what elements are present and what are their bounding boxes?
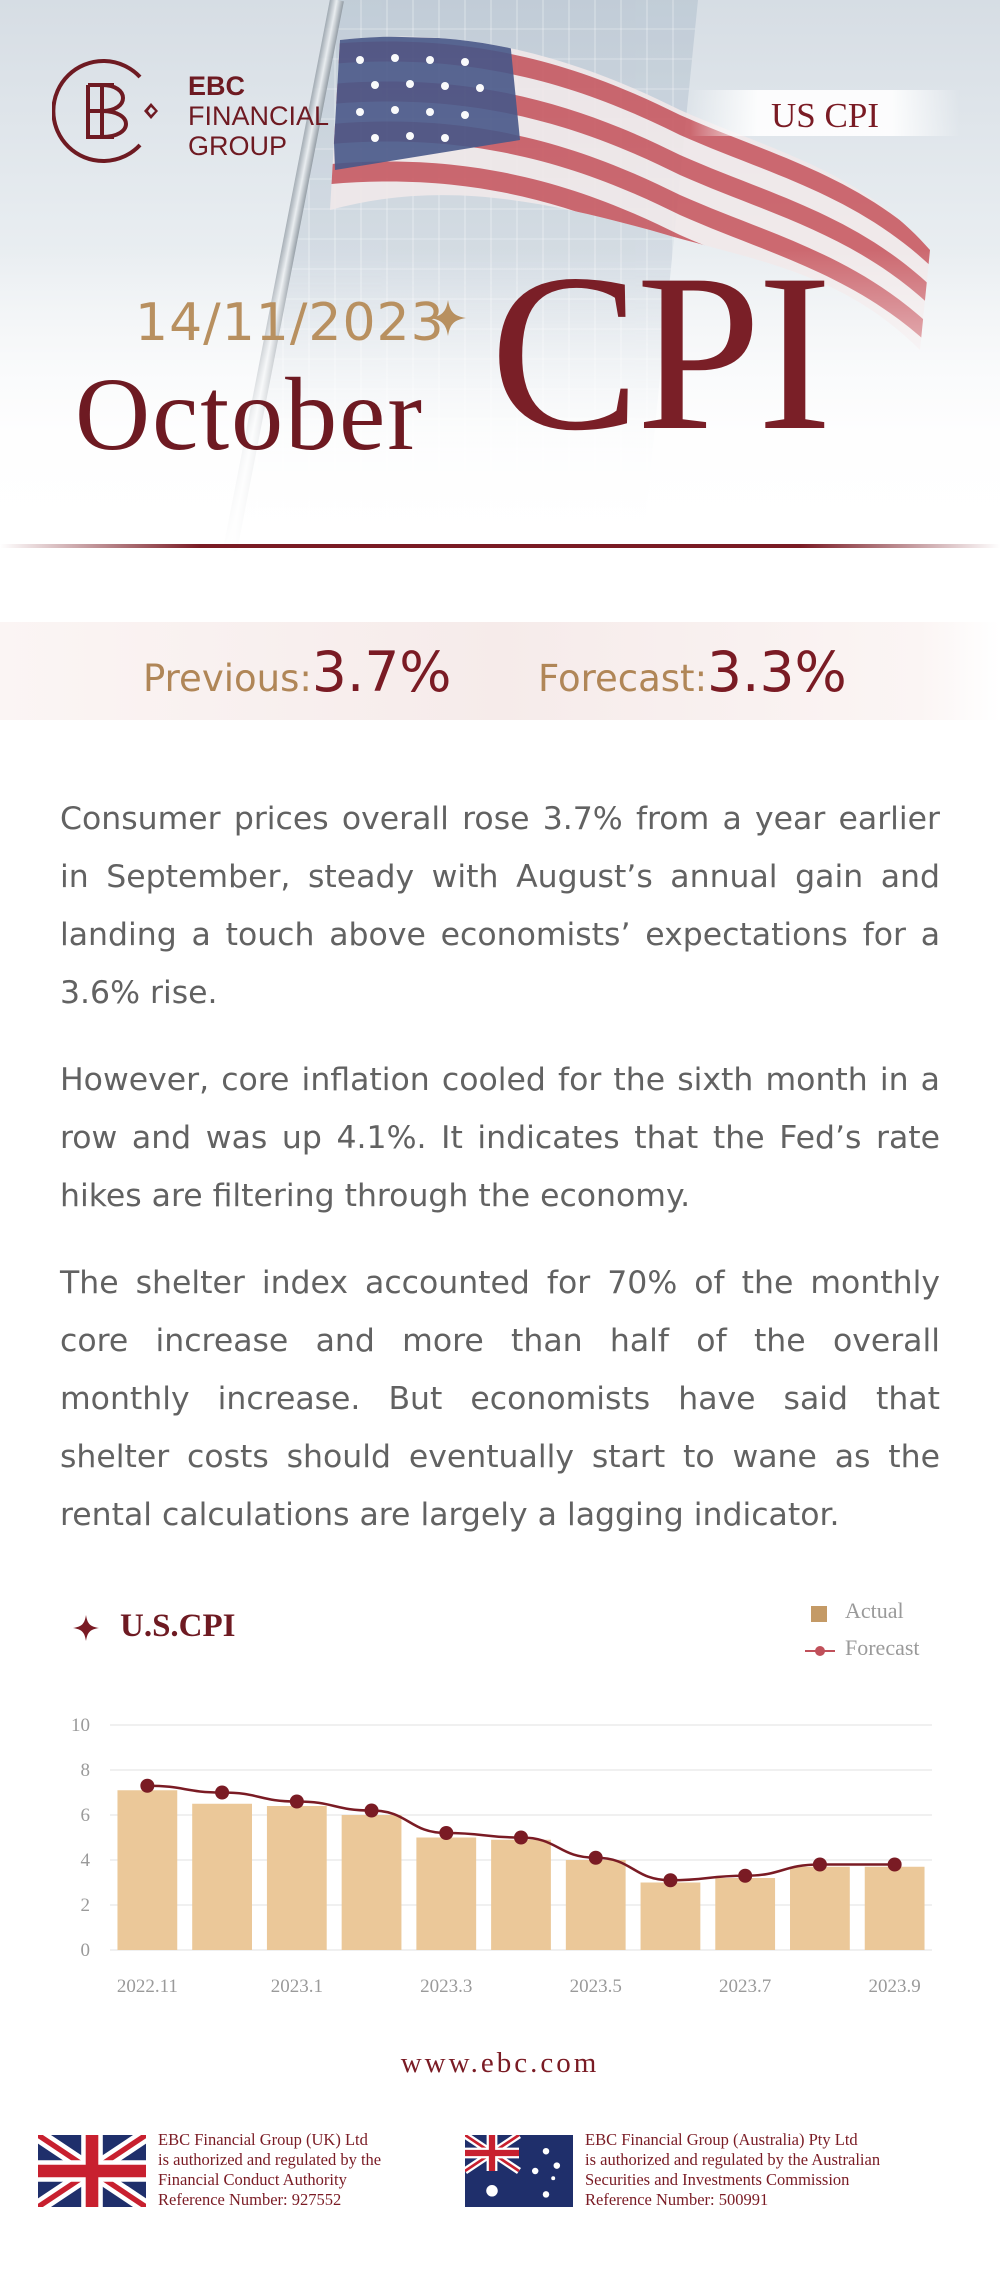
forecast-point [215, 1785, 230, 1800]
us-cpi-tag: US CPI [690, 90, 960, 136]
uk-line: Reference Number: 927552 [158, 2190, 342, 2209]
x-tick-label: 2023.5 [570, 1976, 622, 1997]
bar [790, 1866, 850, 1950]
legend-swatch-actual [811, 1606, 827, 1622]
forecast-point [588, 1850, 603, 1865]
au-line: is authorized and regulated by the Austr… [585, 2150, 881, 2169]
x-tick-label: 2023.1 [271, 1976, 323, 1997]
brand-logo[interactable]: EBC FINANCIAL GROUP [52, 55, 332, 170]
bar [266, 1806, 327, 1950]
us-cpi-tag-label: US CPI [771, 96, 879, 135]
forecast-point [140, 1778, 155, 1793]
forecast-point [439, 1826, 454, 1840]
forecast-point [364, 1803, 379, 1818]
forecast-value: 3.3% [707, 640, 847, 704]
y-tick-label: 10 [71, 1715, 90, 1736]
y-tick-label: 4 [81, 1850, 91, 1871]
x-tick-label: 2023.3 [420, 1976, 472, 1997]
previous-label: Previous: [143, 657, 312, 700]
bar [117, 1790, 178, 1950]
hero-banner: EBC FINANCIAL GROUP US CPI 14/11/2023 Oc… [0, 0, 1000, 560]
x-tick-label: 2023.7 [719, 1976, 771, 1997]
y-tick-label: 2 [81, 1895, 91, 1916]
australia-flag-icon [465, 2135, 573, 2207]
brand-name: EBC FINANCIAL GROUP [188, 71, 329, 161]
uk-line: Financial Conduct Authority [158, 2170, 347, 2189]
au-regulation-text: EBC Financial Group (Australia) Pty Ltd … [585, 2130, 880, 2210]
report-month: October [75, 357, 424, 472]
uk-line: EBC Financial Group (UK) Ltd [158, 2130, 368, 2149]
au-line: EBC Financial Group (Australia) Pty Ltd [585, 2130, 858, 2149]
y-tick-label: 6 [81, 1805, 91, 1826]
legend-label-forecast: Forecast [845, 1635, 920, 1660]
forecast-point [289, 1794, 304, 1809]
previous-stat: Previous:3.7% [143, 640, 452, 704]
forecast-point [514, 1830, 528, 1845]
ebc-monogram-icon [52, 59, 158, 163]
legend-swatch-forecast [805, 1646, 835, 1656]
x-tick-label: 2022.11 [117, 1976, 178, 1997]
brand-name-line3: GROUP [188, 131, 288, 161]
release-date: 14/11/2023 [135, 293, 445, 353]
sparkle-icon [430, 300, 466, 336]
forecast-label: Forecast: [538, 657, 708, 700]
paragraph: However, core inflation cooled for the s… [60, 1062, 940, 1214]
x-tick-label: 2023.9 [869, 1976, 921, 1997]
website-link[interactable]: www.ebc.com [400, 2047, 600, 2079]
uk-regulation-text: EBC Financial Group (UK) Ltd is authoriz… [158, 2130, 381, 2210]
brand-name-line2: FINANCIAL [188, 101, 330, 131]
hero-fade [0, 250, 1000, 560]
legend-label-actual: Actual [845, 1598, 904, 1623]
chart-title: U.S.CPI [120, 1608, 236, 1644]
uk-flag-icon [38, 2135, 146, 2207]
y-tick-label: 8 [81, 1760, 91, 1781]
y-tick-label: 0 [81, 1940, 91, 1961]
forecast-point [663, 1873, 678, 1888]
forecast-point [738, 1868, 753, 1883]
au-line: Securities and Investments Commission [585, 2170, 850, 2189]
bar [341, 1815, 402, 1950]
uk-line: is authorized and regulated by the [158, 2150, 382, 2169]
bar [491, 1839, 551, 1950]
cpi-chart: 0 2 4 6 8 10 2022.11 2023.1 2023.3 2023.5 2023.7 20… [71, 1715, 932, 1997]
headline-title: CPI [490, 227, 832, 477]
forecast-stat: Forecast:3.3% [538, 640, 847, 704]
previous-value: 3.7% [311, 640, 452, 704]
forecast-point [812, 1857, 827, 1872]
paragraph: The shelter index accounted for 70% of t… [60, 1265, 940, 1533]
bar [715, 1878, 776, 1950]
bar [640, 1882, 701, 1950]
forecast-point [887, 1857, 902, 1872]
paragraph: Consumer prices overall rose 3.7% from a… [60, 801, 940, 1011]
stats-banner: Previous:3.7% Forecast:3.3% [0, 622, 1000, 720]
bar [192, 1803, 252, 1950]
article-body: Consumer prices overall rose 3.7% from a… [60, 790, 940, 1573]
au-line: Reference Number: 500991 [585, 2190, 769, 2209]
bar [416, 1837, 477, 1950]
sparkle-icon [73, 1615, 99, 1641]
divider [0, 544, 1000, 548]
bar [864, 1866, 925, 1950]
bar [565, 1860, 626, 1950]
brand-name-line1: EBC [188, 71, 246, 101]
